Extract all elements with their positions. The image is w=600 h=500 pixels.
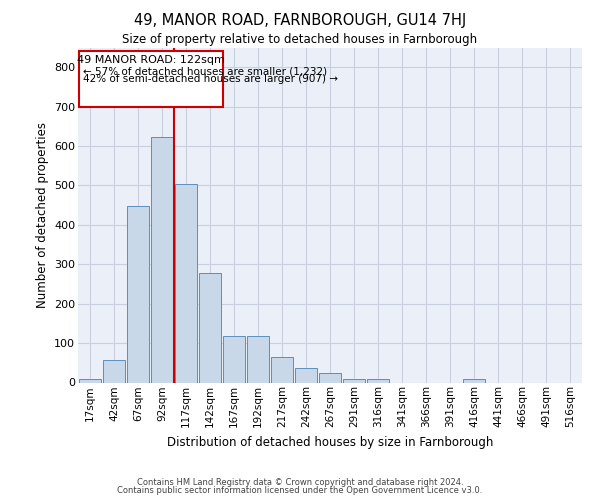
Text: Contains public sector information licensed under the Open Government Licence v3: Contains public sector information licen… [118,486,482,495]
Bar [319,372,341,382]
Text: 49, MANOR ROAD, FARNBOROUGH, GU14 7HJ: 49, MANOR ROAD, FARNBOROUGH, GU14 7HJ [134,12,466,28]
Text: Contains HM Land Registry data © Crown copyright and database right 2024.: Contains HM Land Registry data © Crown c… [137,478,463,487]
X-axis label: Distribution of detached houses by size in Farnborough: Distribution of detached houses by size … [167,436,493,448]
Text: Size of property relative to detached houses in Farnborough: Size of property relative to detached ho… [122,32,478,46]
Text: ← 57% of detached houses are smaller (1,232): ← 57% of detached houses are smaller (1,… [83,66,327,76]
Bar [367,380,389,382]
Bar [127,206,149,382]
Bar [199,273,221,382]
Bar [295,368,317,382]
Bar [271,357,293,382]
Bar [151,136,173,382]
Bar [223,336,245,382]
Bar [175,184,197,382]
Bar [343,378,365,382]
Y-axis label: Number of detached properties: Number of detached properties [35,122,49,308]
FancyBboxPatch shape [79,52,223,106]
Text: 49 MANOR ROAD: 122sqm: 49 MANOR ROAD: 122sqm [77,56,225,66]
Text: 42% of semi-detached houses are larger (907) →: 42% of semi-detached houses are larger (… [83,74,338,85]
Bar [247,336,269,382]
Bar [79,378,101,382]
Bar [103,360,125,382]
Bar [463,380,485,382]
